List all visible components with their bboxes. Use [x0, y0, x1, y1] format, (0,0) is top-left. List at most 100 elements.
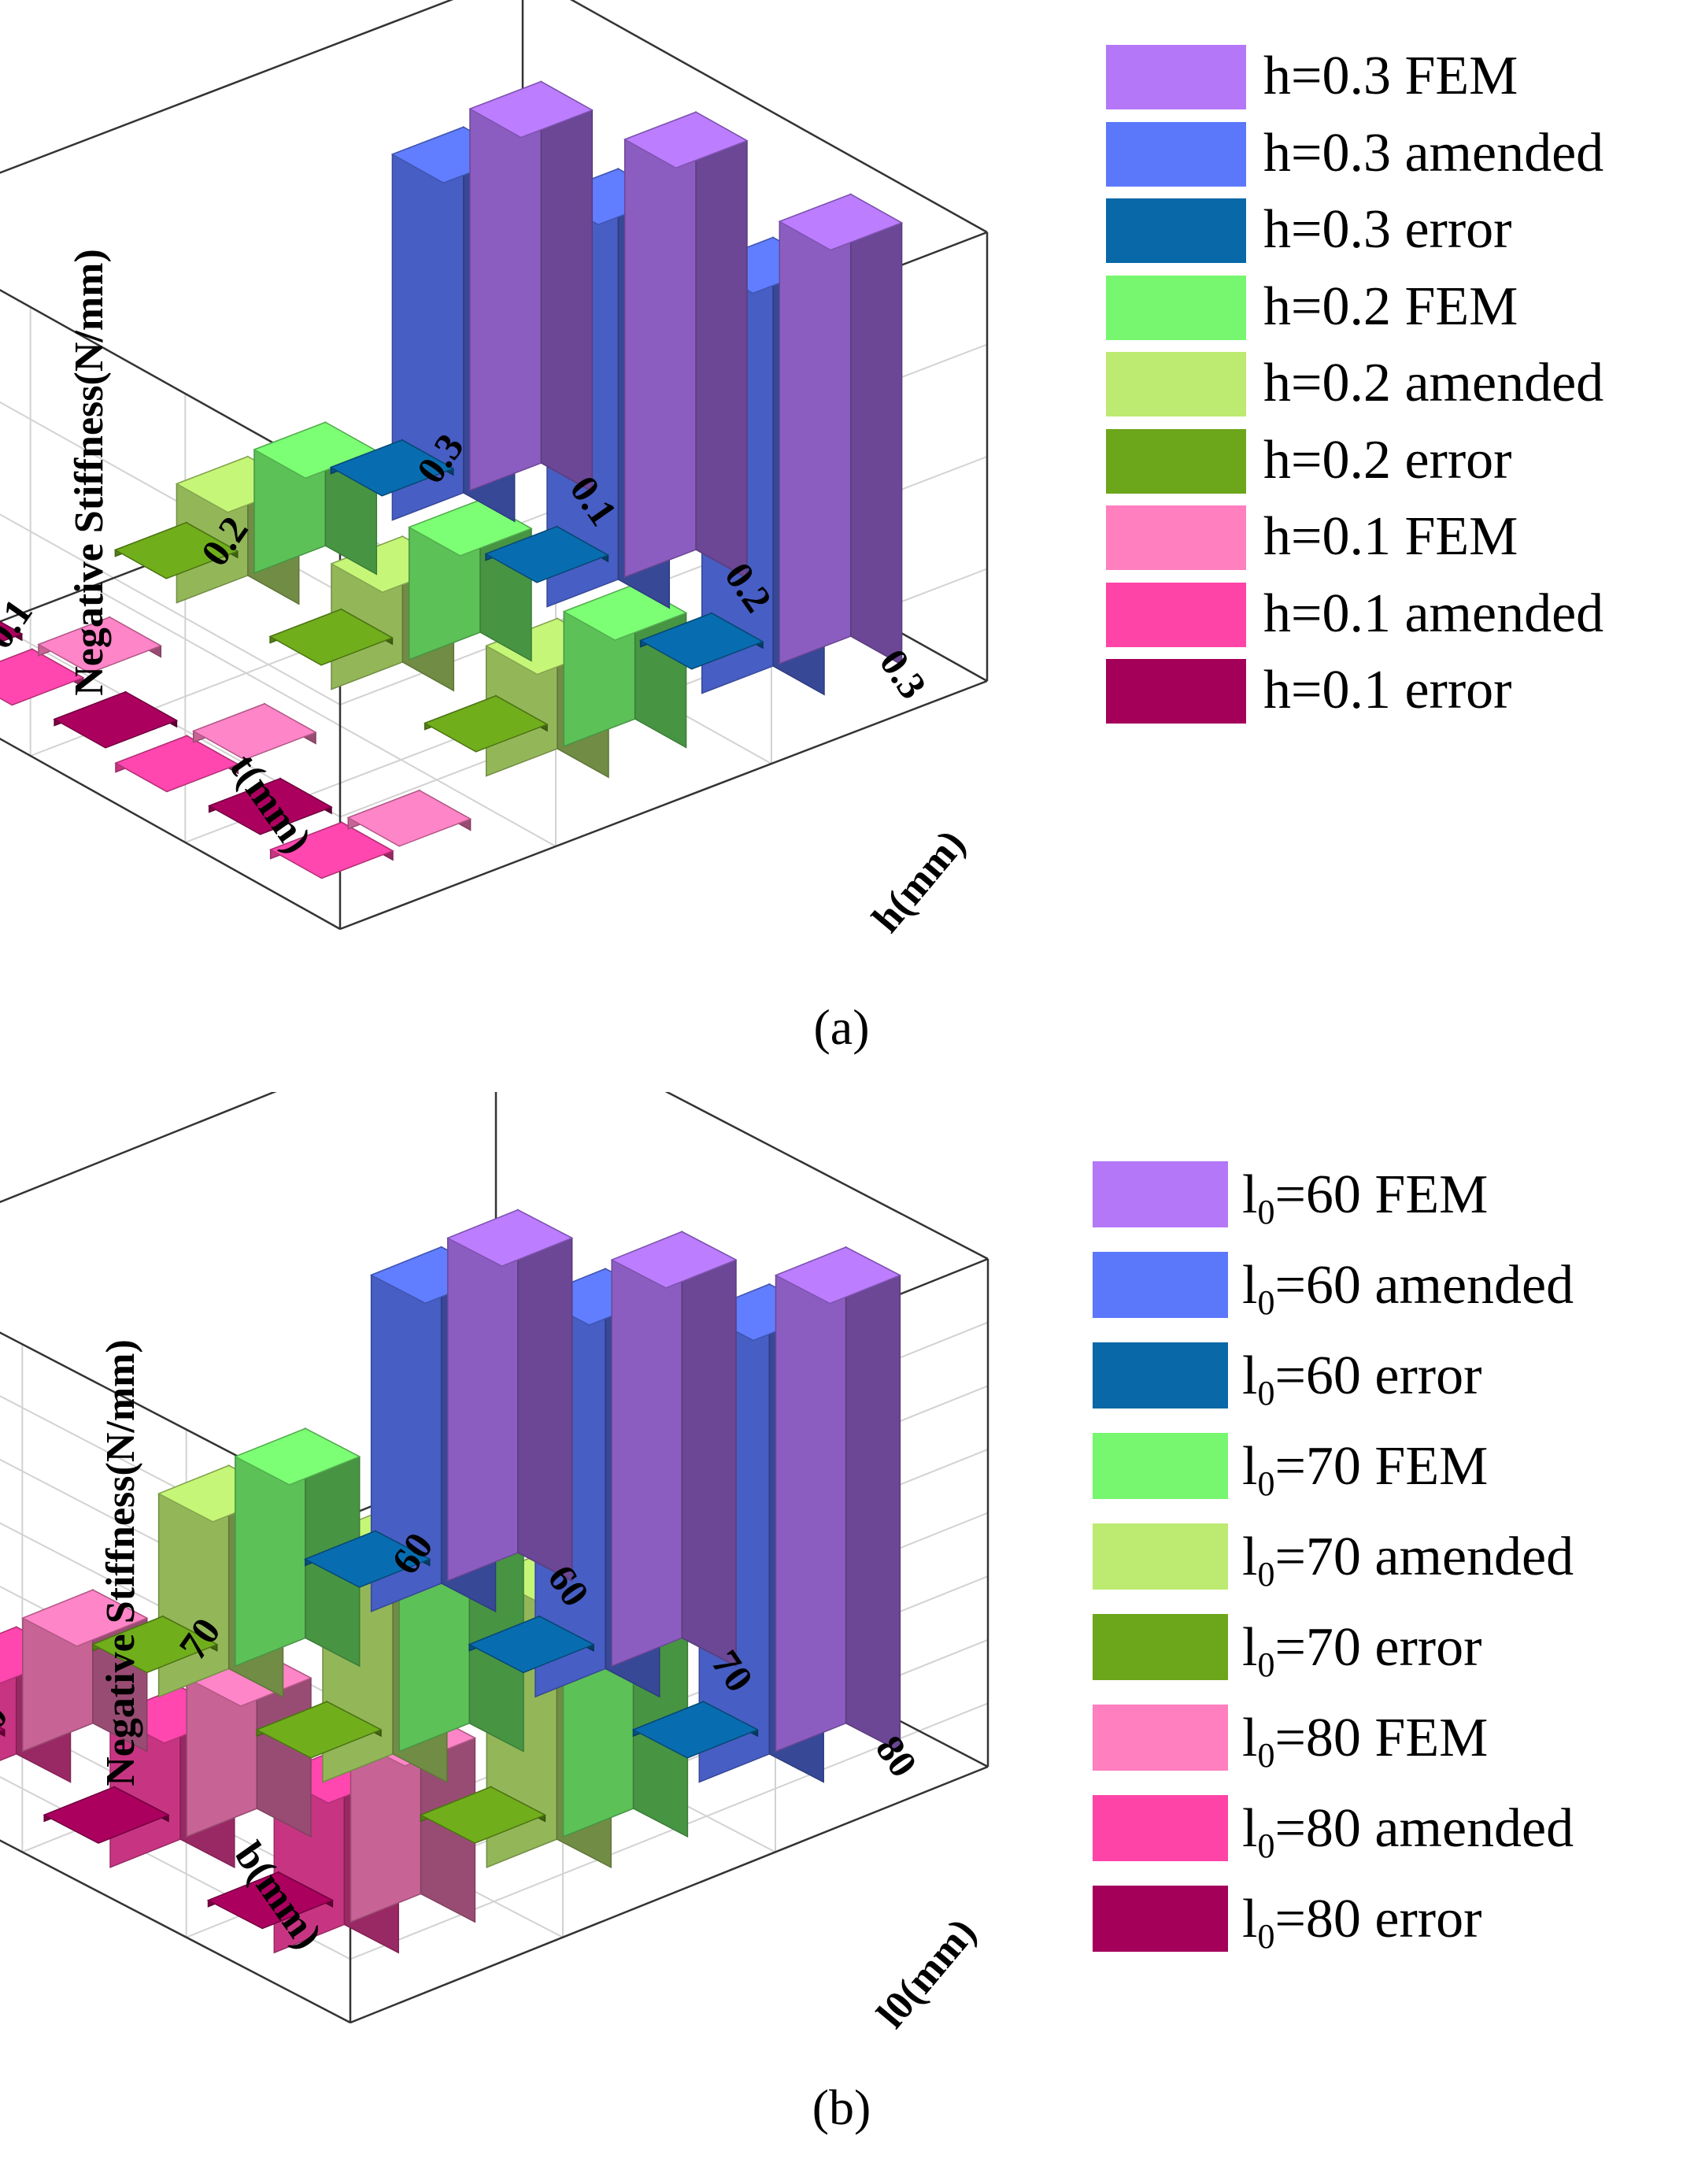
bar-top-face [419, 1786, 547, 1844]
bar-top-face [638, 612, 764, 670]
bar-front-face [775, 1246, 847, 1753]
chart-b-plot: 0–5–10–15–20–25–30–35–40807060807060Nega… [0, 1092, 989, 2037]
bar-l0-60-fem-80 [774, 1246, 902, 1753]
legend-label: l0=80 error [1242, 1889, 1482, 1956]
bar-h-0-2-fem-0-2 [407, 498, 533, 662]
bar-side-face [695, 111, 748, 579]
bar-top-face [468, 80, 594, 139]
bar-h-0-1-error-0-1 [0, 620, 24, 643]
bar-h-0-2-error-0-1 [113, 521, 239, 579]
bar-top-face [91, 1616, 219, 1674]
bar-l0-60-error-60 [304, 1530, 431, 1588]
bar-h-0-3-error-0-1 [329, 439, 455, 497]
gridline-floor [91, 586, 557, 847]
bar-top-face [21, 1589, 149, 1647]
bar-side-face [681, 1231, 737, 1668]
legend-swatch [1093, 1614, 1228, 1680]
bar-top-face [610, 1231, 738, 1289]
bar-top-face [268, 608, 394, 666]
bar-l0-80-error-70 [43, 1786, 170, 1844]
legend-label: h=0.2 error [1263, 429, 1512, 490]
legend-label: l0=70 amended [1242, 1527, 1574, 1594]
bar-top-face [114, 735, 240, 793]
chart-a-bars [0, 80, 904, 879]
axis-frame [0, 737, 341, 931]
legend-swatch [1093, 1252, 1228, 1318]
legend-label: l0=60 FEM [1242, 1164, 1489, 1231]
legend-swatch [1106, 505, 1246, 570]
bar-front-face [447, 1209, 519, 1582]
legend-label: l0=60 error [1242, 1346, 1482, 1412]
bar-top-face [0, 1727, 6, 1733]
bar-h-0-1-amended-0-3 [268, 821, 394, 879]
bar-h-0-3-error-0-2 [484, 525, 610, 583]
axis-frame [339, 679, 988, 931]
bar-h-0-3-fem-0-1 [468, 80, 594, 493]
bar-top-face [623, 111, 749, 169]
bar-l0-70-error-70 [255, 1701, 383, 1759]
bar-h-0-1-amended-0-1 [0, 648, 85, 706]
bar-top-face [268, 821, 394, 879]
bar-side-face [849, 193, 903, 666]
bar-top-face [778, 193, 904, 251]
bar-h-0-1-fem-0-3 [346, 789, 472, 847]
bar-top-face [191, 703, 317, 761]
x-axis-title: h(mm) [864, 822, 974, 942]
legend-label: l0=80 FEM [1242, 1708, 1489, 1775]
bar-h-0-3-fem-0-3 [778, 193, 904, 666]
caption-a-text: (a) [813, 999, 870, 1055]
legend-swatch [1106, 428, 1246, 494]
legend-swatch [1106, 582, 1246, 647]
bar-top-face [0, 648, 85, 706]
axis-frame [0, 0, 454, 174]
legend-label: l0=70 error [1242, 1617, 1482, 1684]
caption-b: (b) [0, 2079, 1683, 2137]
bar-h-0-1-error-0-2 [53, 690, 179, 749]
axis-frame [0, 288, 341, 482]
legend-label: l0=80 amended [1242, 1798, 1574, 1865]
axis-frame [0, 1092, 277, 1204]
bar-h-0-2-fem-0-3 [562, 583, 688, 749]
legend-label: h=0.1 amended [1263, 583, 1604, 644]
bar-top-face [0, 620, 24, 643]
bar-front-face [623, 111, 697, 578]
bar-top-face [304, 1530, 431, 1588]
bar-top-face [484, 525, 610, 583]
bar-side-face [845, 1246, 901, 1753]
bar-front-face [611, 1231, 683, 1668]
bar-top-face [774, 1246, 902, 1305]
bar-h-0-1-amended-0-2 [114, 735, 240, 793]
legend-label: h=0.2 FEM [1263, 276, 1518, 337]
legend-swatch [1093, 1795, 1228, 1861]
bar-h-0-2-fem-0-1 [253, 421, 379, 576]
bar-l0-80-error-60 [0, 1727, 6, 1738]
bar-side-face [540, 80, 594, 493]
legend-swatch [1093, 1523, 1228, 1590]
bar-top-face [329, 439, 455, 497]
bar-h-0-1-error-0-3 [207, 777, 333, 835]
bar-h-0-3-fem-0-2 [623, 111, 749, 579]
axis-frame [664, 1092, 989, 1260]
axis-frame [350, 1765, 989, 2024]
bar-top-face [255, 1701, 383, 1759]
bar-top-face [206, 1871, 335, 1930]
bar-side-face [517, 1209, 573, 1582]
legend-label: l0=70 FEM [1242, 1436, 1489, 1503]
bar-top-face [631, 1701, 760, 1759]
legend-label: h=0.3 FEM [1263, 46, 1518, 106]
bar-top-face [113, 521, 239, 579]
legend-swatch [1106, 352, 1246, 416]
legend-label: h=0.1 error [1263, 660, 1512, 720]
panel-b: 0–5–10–15–20–25–30–35–40807060807060Nega… [0, 1092, 1683, 2184]
bar-top-face [423, 694, 549, 753]
caption-b-text: (b) [812, 2079, 871, 2135]
legend-label: h=0.1 FEM [1263, 506, 1518, 567]
axis-frame [0, 1839, 351, 2024]
legend-swatch [1093, 1886, 1228, 1952]
bar-h-0-1-fem-0-1 [37, 616, 163, 674]
bar-top-face [43, 1786, 170, 1844]
legend-swatch [1106, 198, 1246, 263]
bar-top-face [53, 690, 179, 749]
bar-top-face [234, 1427, 361, 1486]
